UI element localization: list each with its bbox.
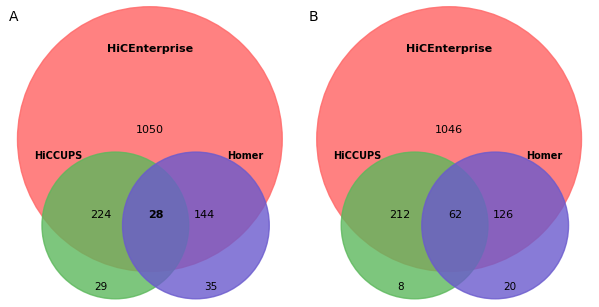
Text: A: A: [9, 10, 19, 24]
Circle shape: [42, 152, 189, 299]
Circle shape: [422, 152, 568, 299]
Text: HiCCUPS: HiCCUPS: [34, 151, 82, 161]
Circle shape: [317, 7, 582, 271]
Circle shape: [123, 152, 270, 299]
Text: 144: 144: [194, 210, 215, 220]
Text: 126: 126: [493, 210, 515, 220]
Text: 212: 212: [389, 210, 411, 220]
Text: 62: 62: [448, 210, 462, 220]
Text: HiCEnterprise: HiCEnterprise: [107, 44, 193, 54]
Circle shape: [17, 7, 282, 271]
Text: 20: 20: [503, 282, 516, 292]
Text: B: B: [308, 10, 317, 24]
Text: HiCEnterprise: HiCEnterprise: [406, 44, 492, 54]
Text: 35: 35: [204, 282, 217, 292]
Text: HiCCUPS: HiCCUPS: [333, 151, 381, 161]
Text: Homer: Homer: [226, 151, 263, 161]
Text: 28: 28: [148, 210, 164, 220]
Text: 1050: 1050: [136, 126, 164, 135]
Text: 224: 224: [90, 210, 111, 220]
Text: 1046: 1046: [435, 126, 463, 135]
Circle shape: [341, 152, 488, 299]
Text: 29: 29: [94, 282, 108, 292]
Text: Homer: Homer: [526, 151, 562, 161]
Text: 8: 8: [397, 282, 404, 292]
